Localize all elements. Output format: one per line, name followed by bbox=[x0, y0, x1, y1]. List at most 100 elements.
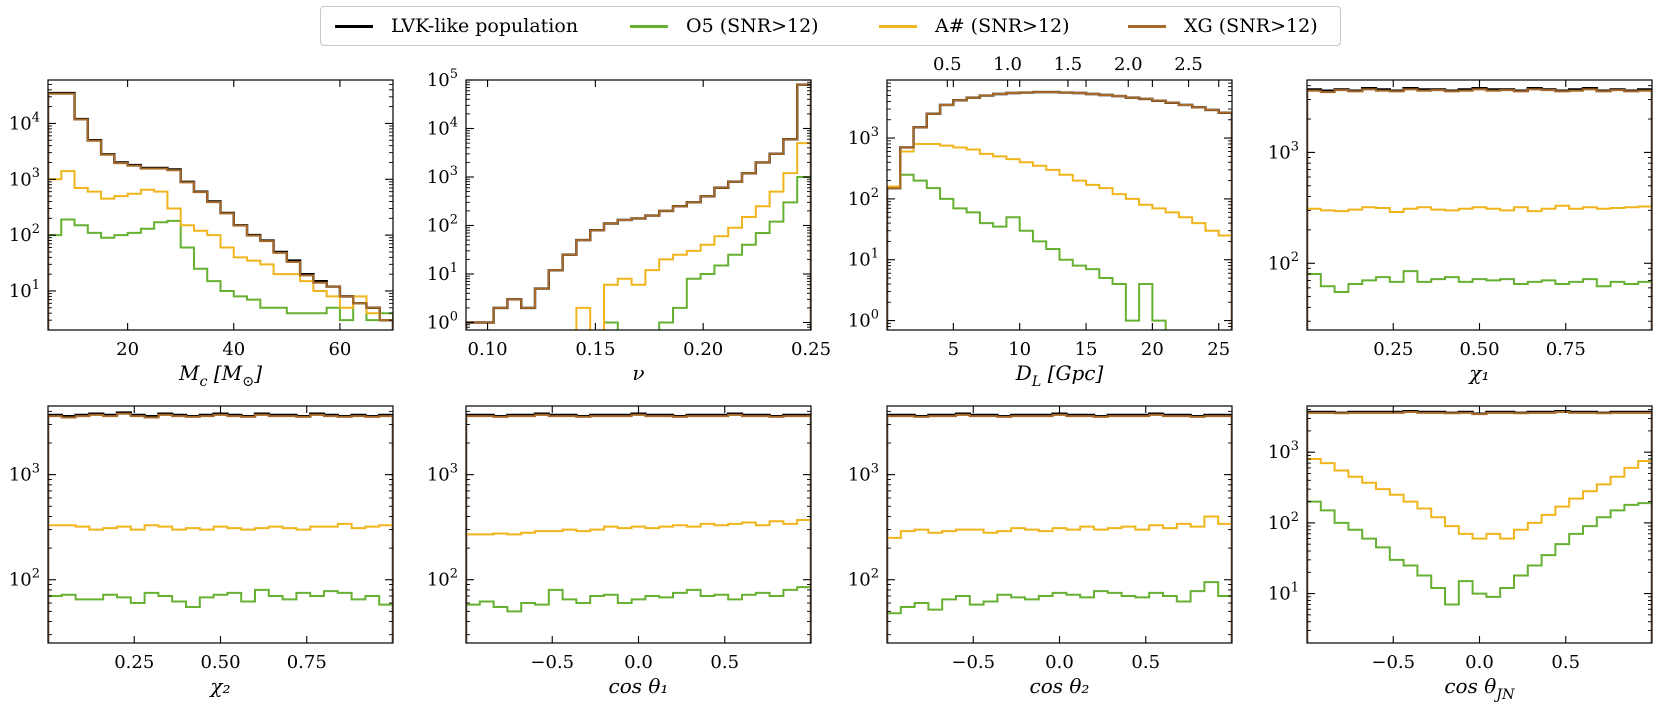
top-tick-label: 1.0 bbox=[993, 54, 1022, 75]
x-tick-label: 0.0 bbox=[1045, 652, 1074, 673]
y-tick-label: 102 bbox=[848, 186, 879, 210]
y-tick-label: 104 bbox=[427, 115, 458, 139]
x-tick-label: 0.0 bbox=[1465, 652, 1494, 673]
legend-swatch-ash bbox=[879, 24, 917, 28]
x-tick-label: −0.5 bbox=[1371, 652, 1415, 673]
hist-o5 bbox=[1307, 270, 1652, 330]
hist-lvk bbox=[887, 412, 1232, 643]
legend-swatch-xg bbox=[1128, 24, 1166, 28]
top-tick-label: 2.5 bbox=[1174, 54, 1203, 75]
axes-frame bbox=[465, 79, 812, 331]
legend-item-xg: XG (SNR>12) bbox=[1128, 7, 1318, 45]
legend-label-o5: O5 (SNR>12) bbox=[686, 15, 819, 37]
y-tick-label: 100 bbox=[848, 307, 879, 331]
legend-label-lvk: LVK-like population bbox=[391, 15, 579, 37]
series-group bbox=[887, 90, 1232, 330]
series-group bbox=[887, 412, 1232, 643]
legend-label-ash: A# (SNR>12) bbox=[935, 15, 1070, 37]
x-tick-label: 0.5 bbox=[710, 652, 739, 673]
top-tick-label: 1.5 bbox=[1054, 54, 1083, 75]
x-tick-label: 25 bbox=[1207, 339, 1230, 360]
y-tick-label: 103 bbox=[1268, 139, 1299, 163]
hist-o5 bbox=[48, 588, 393, 643]
y-tick-label: 102 bbox=[9, 222, 40, 246]
x-tick-label: 0.50 bbox=[1459, 339, 1499, 360]
legend-item-lvk: LVK-like population bbox=[335, 7, 578, 45]
hist-o5 bbox=[466, 586, 811, 643]
y-tick-label: 103 bbox=[9, 462, 40, 486]
hist-o5 bbox=[887, 173, 1167, 330]
series-group bbox=[466, 412, 811, 643]
legend-label-xg: XG (SNR>12) bbox=[1184, 15, 1318, 37]
legend-item-ash: A# (SNR>12) bbox=[879, 7, 1070, 45]
hist-o5 bbox=[887, 581, 1232, 643]
hist-xg bbox=[48, 412, 393, 643]
y-tick-label: 102 bbox=[848, 567, 879, 591]
hist-ash bbox=[48, 170, 393, 330]
subplot-7: −0.5 0.0 0.5 102 103 cos θ₂ bbox=[848, 405, 1233, 698]
x-axis-label: cos θ₂ bbox=[1030, 674, 1090, 698]
series-group bbox=[466, 83, 811, 330]
y-tick-label: 102 bbox=[427, 212, 458, 236]
x-tick-label: 0.75 bbox=[1546, 339, 1586, 360]
legend: LVK-like population O5 (SNR>12) A# (SNR>… bbox=[320, 6, 1341, 46]
hist-o5 bbox=[1307, 500, 1652, 643]
x-tick-label: 15 bbox=[1075, 339, 1098, 360]
x-tick-label: 0.5 bbox=[1551, 652, 1580, 673]
x-tick-label: 10 bbox=[1008, 339, 1031, 360]
hist-xg bbox=[887, 413, 1232, 643]
x-tick-label: −0.5 bbox=[530, 652, 574, 673]
x-tick-label: 5 bbox=[948, 339, 959, 360]
y-tick-label: 103 bbox=[848, 462, 879, 486]
hist-xg bbox=[1307, 88, 1652, 330]
hist-lvk bbox=[466, 412, 811, 643]
hist-ash bbox=[575, 142, 811, 330]
y-tick-label: 103 bbox=[427, 462, 458, 486]
y-tick-label: 102 bbox=[1268, 510, 1299, 534]
x-axis-label: DL [Gpc] bbox=[1015, 361, 1104, 390]
x-tick-label: 0.15 bbox=[575, 339, 615, 360]
x-tick-label: −0.5 bbox=[951, 652, 995, 673]
hist-ash bbox=[1307, 204, 1652, 330]
x-axis-label: Mc [M⊙] bbox=[178, 361, 262, 390]
subplot-3: 5 10 15 20 25 100 101 102 103 DL [Gpc] 0.5 1.0 1.5 2.… bbox=[848, 54, 1233, 390]
y-tick-label: 102 bbox=[427, 567, 458, 591]
x-tick-label: 40 bbox=[222, 339, 245, 360]
x-tick-label: 0.75 bbox=[287, 652, 327, 673]
hist-lvk bbox=[1307, 86, 1652, 330]
x-tick-label: 0.25 bbox=[791, 339, 831, 360]
y-tick-label: 103 bbox=[848, 125, 879, 149]
legend-swatch-o5 bbox=[630, 24, 668, 28]
x-tick-label: 0.10 bbox=[468, 339, 508, 360]
y-tick-label: 104 bbox=[9, 110, 40, 134]
x-tick-label: 0.20 bbox=[683, 339, 723, 360]
x-tick-label: 60 bbox=[328, 339, 351, 360]
y-tick-label: 101 bbox=[9, 278, 40, 302]
hist-ash bbox=[887, 142, 1232, 330]
x-axis-label: χ₂ bbox=[208, 674, 230, 698]
top-tick-label: 0.5 bbox=[933, 54, 962, 75]
hist-xg bbox=[1307, 411, 1652, 643]
hist-xg bbox=[887, 91, 1232, 330]
y-tick-label: 101 bbox=[1268, 580, 1299, 604]
series-group bbox=[48, 91, 393, 330]
hist-xg bbox=[466, 413, 811, 643]
hist-lvk bbox=[466, 83, 811, 330]
x-tick-label: 0.5 bbox=[1131, 652, 1160, 673]
hist-ash bbox=[1307, 458, 1652, 643]
hist-ash bbox=[48, 522, 393, 643]
subplot-8: −0.5 0.0 0.5 101 102 103 cos θJN bbox=[1268, 405, 1653, 703]
subplot-1: 20 40 60 101 102 103 104 Mc [M⊙] bbox=[9, 79, 394, 390]
y-tick-label: 101 bbox=[848, 247, 879, 271]
hist-ash bbox=[466, 519, 811, 643]
subplot-5: 0.25 0.50 0.75 102 103 χ₂ bbox=[9, 405, 394, 698]
legend-swatch-lvk bbox=[335, 24, 373, 28]
series-group bbox=[1307, 86, 1652, 330]
y-tick-label: 103 bbox=[427, 164, 458, 188]
y-tick-label: 102 bbox=[1268, 250, 1299, 274]
x-tick-label: 0.25 bbox=[114, 652, 154, 673]
subplot-6: −0.5 0.0 0.5 102 103 cos θ₁ bbox=[427, 405, 812, 698]
y-tick-label: 103 bbox=[9, 166, 40, 190]
subplot-2: 0.10 0.15 0.20 0.25 100 101 102 103 104 105 ν bbox=[427, 67, 831, 385]
